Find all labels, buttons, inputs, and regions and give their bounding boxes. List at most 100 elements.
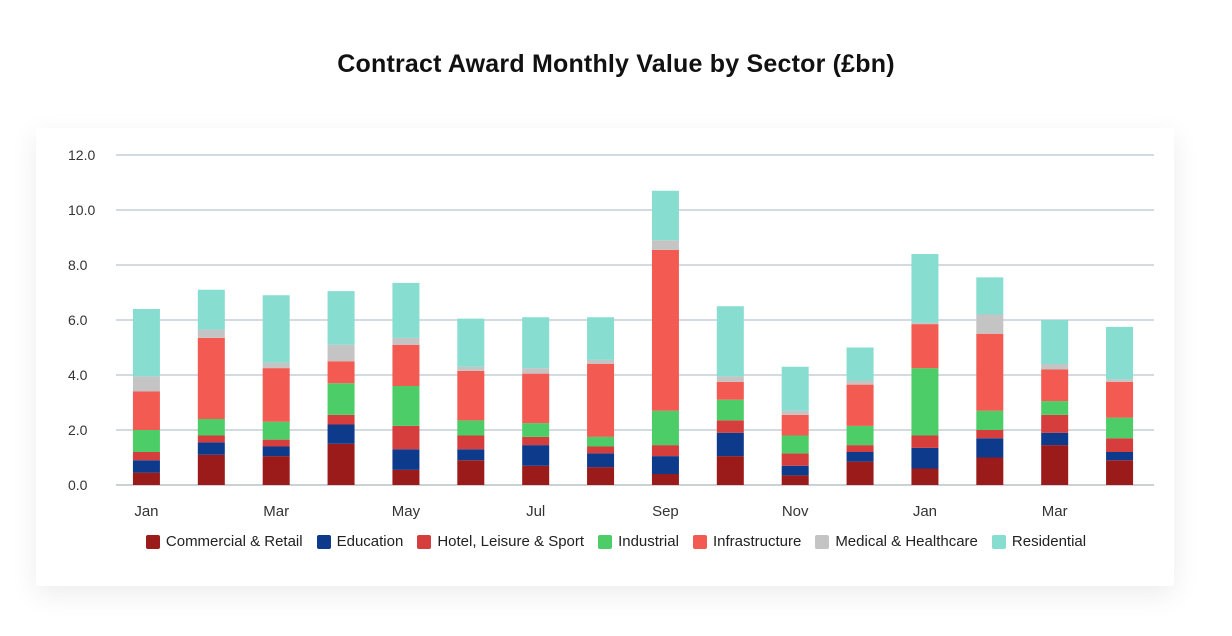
- bar-segment: [392, 344, 420, 386]
- bar-segment: [716, 420, 744, 433]
- legend-swatch: [692, 534, 707, 549]
- legend-item[interactable]: Infrastructure: [692, 533, 802, 550]
- bar-segment: [197, 454, 225, 485]
- bar-segment: [846, 445, 874, 452]
- legend-item[interactable]: Medical & Healthcare: [815, 533, 978, 550]
- bar-segment: [976, 333, 1004, 411]
- legend-item[interactable]: Commercial & Retail: [145, 533, 303, 550]
- bar-segment: [132, 430, 160, 452]
- legend-item[interactable]: Hotel, Leisure & Sport: [417, 533, 584, 550]
- bar-segment: [262, 368, 290, 422]
- bar-segment: [781, 475, 809, 485]
- bar-segment: [911, 435, 939, 448]
- y-tick-label: 12.0: [68, 147, 95, 163]
- bar-segment: [1041, 414, 1069, 433]
- bar-segment: [1041, 369, 1069, 402]
- bar-segment: [132, 376, 160, 392]
- bar-segment: [1041, 445, 1069, 485]
- bar-segment: [327, 383, 355, 415]
- legend-item[interactable]: Education: [316, 533, 403, 550]
- bar-segment: [911, 324, 939, 369]
- bar-segment: [716, 376, 744, 382]
- bar-segment: [1106, 438, 1134, 452]
- bar-segment: [976, 430, 1004, 439]
- bar-segment: [781, 410, 809, 415]
- bar-segment: [327, 443, 355, 485]
- bar-segment: [911, 447, 939, 469]
- bar-segment: [846, 380, 874, 385]
- legend-label: Hotel, Leisure & Sport: [437, 533, 585, 550]
- bar-segment: [392, 425, 420, 450]
- bar-segment: [1106, 460, 1134, 485]
- bar-segment: [1041, 432, 1069, 446]
- bar-segment: [522, 368, 550, 374]
- x-tick-label: Jul: [526, 503, 545, 520]
- legend-item[interactable]: Industrial: [598, 533, 679, 550]
- legend-item[interactable]: Residential: [991, 533, 1086, 550]
- y-tick-label: 4.0: [68, 367, 88, 383]
- bar-segment: [132, 472, 160, 485]
- bar-segment: [522, 465, 550, 485]
- x-tick-label: Mar: [263, 503, 289, 520]
- bar-segment: [457, 420, 485, 436]
- bar-segment: [262, 446, 290, 457]
- bar-segment: [911, 322, 939, 325]
- bar-segment: [262, 456, 290, 485]
- bar-segment: [846, 461, 874, 485]
- bar-segment: [651, 474, 679, 485]
- bar-segment: [1106, 379, 1134, 382]
- bar-segment: [651, 240, 679, 250]
- bar-segment: [846, 452, 874, 462]
- bar-segment: [327, 424, 355, 444]
- bar-segment: [716, 432, 744, 457]
- bar-segment: [651, 445, 679, 457]
- x-tick-label: Jan: [913, 503, 937, 520]
- bar-segment: [392, 449, 420, 470]
- legend-swatch: [991, 534, 1006, 549]
- bar-segment: [392, 469, 420, 485]
- bar-segment: [197, 435, 225, 443]
- bar-segment: [522, 373, 550, 424]
- bar-segment: [392, 337, 420, 345]
- bar-segment: [132, 391, 160, 430]
- bar-segment: [392, 386, 420, 426]
- bar-segment: [1106, 452, 1134, 461]
- bar-segment: [976, 457, 1004, 485]
- bar-segment: [651, 456, 679, 474]
- bar-segment: [911, 254, 939, 323]
- bar-segment: [327, 344, 355, 362]
- bar-segment: [716, 399, 744, 421]
- chart-title: Contract Award Monthly Value by Sector (…: [337, 50, 895, 78]
- bar-segment: [522, 445, 550, 466]
- y-tick-label: 2.0: [68, 422, 88, 438]
- bar-segment: [522, 317, 550, 369]
- x-tick-label: Sep: [652, 503, 679, 520]
- bar-segment: [1041, 364, 1069, 370]
- bar-segment: [327, 361, 355, 384]
- legend: Commercial & Retail Education Hotel, Leisu…: [0, 533, 1232, 550]
- legend-swatch: [145, 534, 160, 549]
- bar-segment: [262, 295, 290, 363]
- bar-segment: [781, 465, 809, 476]
- bar-segment: [587, 436, 615, 447]
- bar-segment: [781, 366, 809, 411]
- legend-label: Infrastructure: [712, 533, 802, 550]
- bar-segment: [522, 423, 550, 437]
- bar-segment: [1041, 401, 1069, 415]
- bar-segment: [457, 366, 485, 371]
- bar-segment: [587, 364, 615, 437]
- x-tick-label: Mar: [1042, 503, 1068, 520]
- legend-label: Medical & Healthcare: [835, 533, 978, 550]
- bar-segment: [846, 425, 874, 446]
- bar-segment: [587, 317, 615, 360]
- legend-swatch: [316, 534, 331, 549]
- bar-segment: [716, 456, 744, 485]
- x-tick-label: Jan: [134, 503, 158, 520]
- bar-segment: [197, 419, 225, 436]
- bar-segment: [976, 277, 1004, 315]
- bar-segment: [781, 414, 809, 436]
- bars: [132, 190, 1134, 485]
- bar-segment: [587, 467, 615, 485]
- bar-segment: [132, 460, 160, 473]
- legend-swatch: [815, 534, 830, 549]
